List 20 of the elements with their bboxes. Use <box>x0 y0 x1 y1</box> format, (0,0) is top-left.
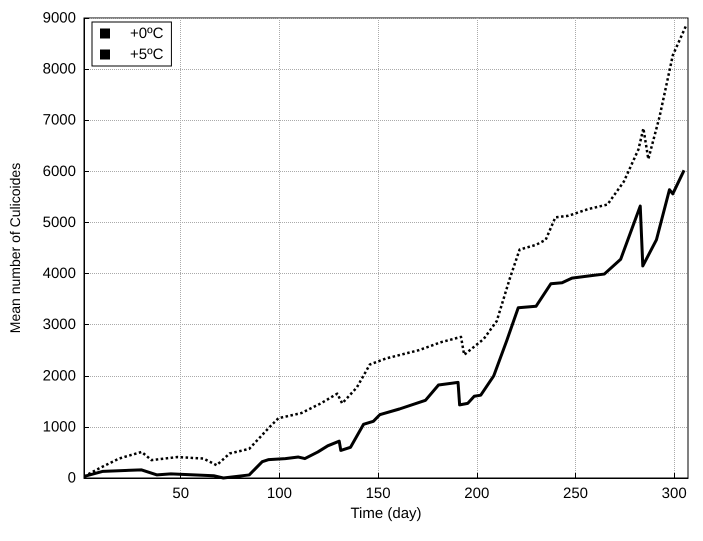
y-tick-label: 3000 <box>42 316 76 334</box>
y-tick-label: 2000 <box>42 367 76 384</box>
y-tick-label: 8000 <box>42 60 76 78</box>
y-tick-label: 1000 <box>42 418 76 436</box>
legend-label: +0ºC <box>130 25 164 42</box>
x-tick-label: 300 <box>662 485 687 502</box>
legend-label: +5ºC <box>130 46 164 63</box>
y-axis-title: Mean number of Culicoides <box>7 162 23 334</box>
x-axis-title: Time (day) <box>350 504 422 522</box>
x-tick-label: 150 <box>366 485 391 502</box>
x-tick-label: 200 <box>464 485 490 502</box>
y-tick-label: 5000 <box>42 214 76 231</box>
x-tick-label: 250 <box>562 485 588 502</box>
y-tick-label: 7000 <box>42 112 76 129</box>
y-tick-label: 4000 <box>42 265 76 282</box>
y-tick-label: 9000 <box>42 10 76 26</box>
x-tick-label: 50 <box>172 485 190 502</box>
x-tick-label: 100 <box>266 485 292 502</box>
y-tick-label: 6000 <box>42 162 76 180</box>
y-tick-label: 0 <box>68 470 76 486</box>
